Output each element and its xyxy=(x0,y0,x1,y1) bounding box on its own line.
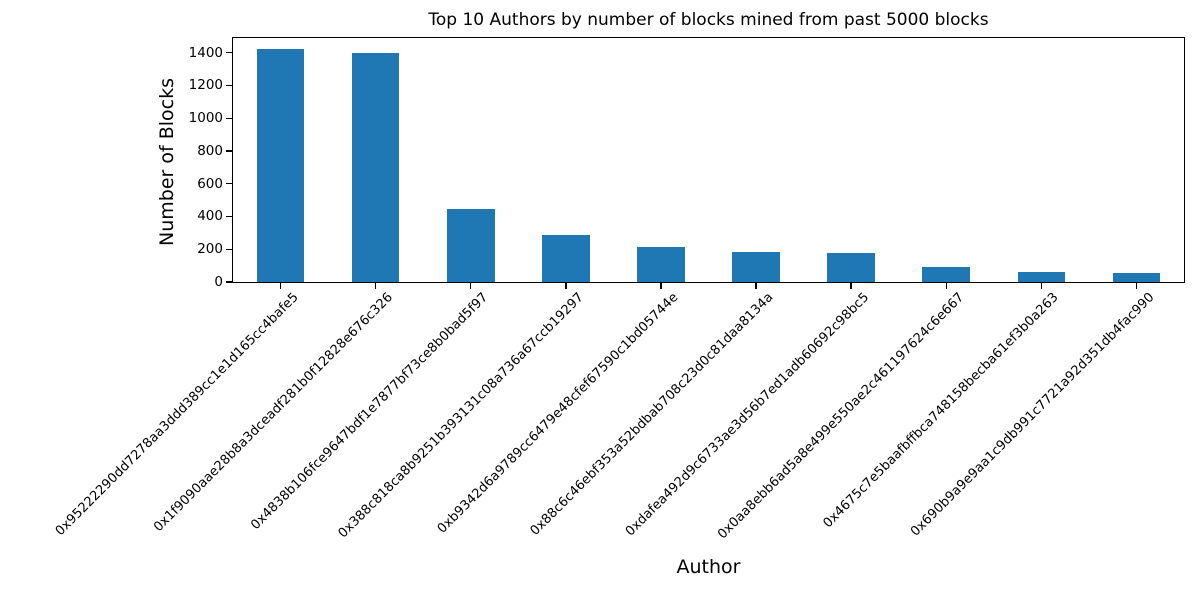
bar-8 xyxy=(922,267,971,282)
bar-3 xyxy=(446,208,495,282)
y-tick-mark xyxy=(226,117,232,119)
x-tick-mark xyxy=(279,283,282,289)
bar-7 xyxy=(827,253,875,282)
y-tick-mark xyxy=(226,52,232,54)
y-tick-label: 0 xyxy=(214,274,223,290)
x-tick-mark xyxy=(660,283,662,289)
y-tick-label: 200 xyxy=(197,241,223,258)
bar-2 xyxy=(351,53,400,282)
bar-6 xyxy=(732,252,780,282)
bar-9 xyxy=(1017,272,1066,282)
y-tick-mark xyxy=(226,150,232,152)
bar-5 xyxy=(637,246,685,282)
x-tick-mark xyxy=(470,283,472,289)
y-tick-label: 800 xyxy=(197,142,223,159)
x-tick-mark xyxy=(755,283,757,289)
y-tick-mark xyxy=(226,215,232,218)
x-tick-mark xyxy=(1135,283,1138,289)
chart-title: Top 10 Authors by number of blocks mined… xyxy=(428,10,989,30)
x-axis-label: Author xyxy=(676,556,741,578)
x-tick-mark xyxy=(565,283,567,289)
plot-area: 0 200 400 600 800 1000 1200 1400 0x95222290dd727… xyxy=(52,37,1185,542)
y-tick-label: 1200 xyxy=(188,77,223,94)
x-tick-mark xyxy=(945,283,947,289)
x-tick-mark xyxy=(374,283,377,289)
y-tick-label: 1000 xyxy=(188,110,223,127)
y-tick-label: 400 xyxy=(197,208,223,225)
y-tick-mark xyxy=(226,248,232,250)
bar-4 xyxy=(542,234,590,282)
y-tick-mark xyxy=(226,183,232,185)
y-tick-label: 600 xyxy=(197,175,223,192)
y-tick-label: 1400 xyxy=(188,44,223,61)
bar-10 xyxy=(1112,273,1161,282)
x-tick-mark xyxy=(1040,283,1043,289)
x-tick-mark xyxy=(850,283,852,289)
y-tick-mark xyxy=(226,84,232,87)
bar-1 xyxy=(256,49,305,282)
y-tick-mark xyxy=(226,281,232,283)
